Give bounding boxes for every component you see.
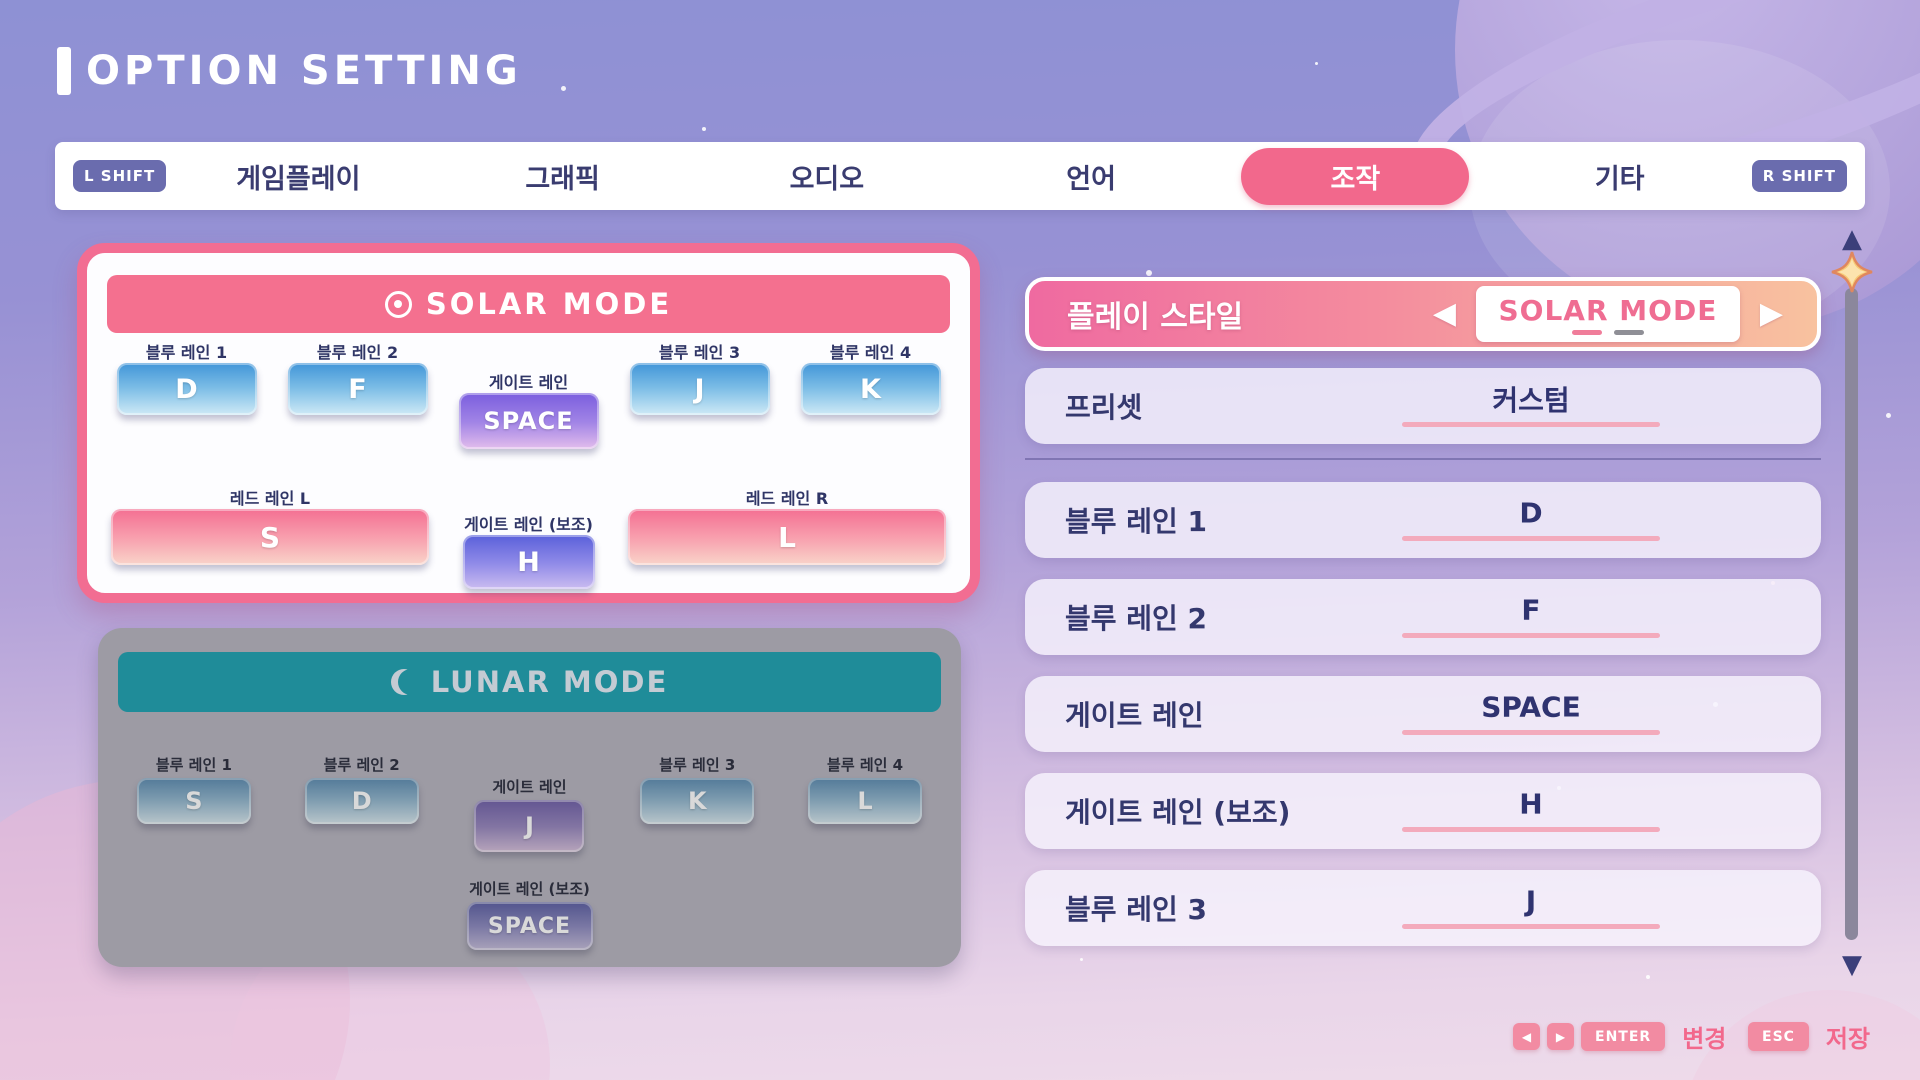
footer-change-hint: ◀ ▶ ENTER 변경 [1513, 1019, 1726, 1054]
scrollbar-track[interactable] [1845, 288, 1858, 940]
binding-gate-lane-aux: 게이트 레인 (보조) H [434, 511, 624, 589]
tab-gameplay[interactable]: 게임플레이 [236, 163, 361, 195]
binding-blue-lane-3: 블루 레인 3 K [613, 754, 781, 852]
star-sparkle-icon[interactable] [1830, 250, 1874, 294]
value-underline [1402, 536, 1660, 541]
keycap-j: J [629, 363, 770, 415]
tab-misc[interactable]: 기타 [1594, 163, 1645, 195]
page-title: OPTION SETTING [86, 48, 522, 94]
save-label: 저장 [1825, 1025, 1871, 1053]
section-divider [1025, 458, 1821, 460]
keycap-f: F [287, 363, 428, 415]
tab-controls[interactable]: 조작 [1223, 147, 1487, 205]
play-style-label: 플레이 스타일 [1067, 300, 1244, 335]
binding-blue-lane-4: 블루 레인 4 L [781, 754, 949, 852]
star-dot [1886, 413, 1891, 418]
keycap-s: S [111, 509, 429, 565]
keycap-k: K [640, 778, 755, 824]
value-underline [1402, 422, 1660, 427]
lunar-keys: 블루 레인 1 S 블루 레인 2 D 게이트 레인 J 블루 레인 3 K 블… [98, 628, 961, 967]
star-dot [702, 127, 706, 131]
solar-keys-row-2: 레드 레인 L S 게이트 레인 (보조) H 레드 레인 R L [101, 485, 956, 595]
keycap-j: J [474, 800, 585, 852]
page-indicator-active [1571, 330, 1602, 335]
binding-red-lane-r: 레드 레인 R L [628, 485, 946, 565]
enter-key-badge[interactable]: ENTER [1581, 1022, 1666, 1051]
tab-language[interactable]: 언어 [1066, 163, 1116, 195]
setting-row-gate-lane-aux[interactable]: 게이트 레인 (보조) H [1025, 773, 1821, 849]
planet-ring [1385, 0, 1920, 261]
keycap-d: D [304, 778, 419, 824]
tab-graphics[interactable]: 그래픽 [525, 163, 600, 195]
setting-row-preset[interactable]: 프리셋 커스텀 [1025, 368, 1821, 444]
setting-row-blue-lane-3[interactable]: 블루 레인 3 J [1025, 870, 1821, 946]
star-dot [561, 86, 566, 91]
keycap-l: L [628, 509, 946, 565]
play-style-prev-arrow[interactable]: ◀ [1432, 296, 1456, 331]
esc-key-badge[interactable]: ESC [1748, 1022, 1809, 1051]
scroll-down-arrow[interactable]: ▼ [1842, 950, 1862, 980]
star-dot [1315, 62, 1318, 65]
tab-audio[interactable]: 오디오 [789, 163, 865, 195]
play-style-value: SOLAR MODE [1498, 293, 1718, 327]
lunar-keys-row-2: 게이트 레인 (보조) SPACE [98, 878, 961, 950]
binding-blue-lane-2: 블루 레인 2 F [272, 339, 443, 449]
tab-bar: L SHIFT 게임플레이 그래픽 오디오 언어 조작 기타 R SHIFT [55, 142, 1865, 210]
binding-blue-lane-2: 블루 레인 2 D [278, 754, 446, 852]
lunar-mode-title: LUNAR MODE [430, 665, 669, 699]
footer-save-hint: ESC 저장 [1748, 1019, 1870, 1054]
play-style-row[interactable]: 플레이 스타일 ◀ SOLAR MODE ▶ [1025, 277, 1821, 351]
page-indicator-inactive [1613, 330, 1644, 335]
lunar-keys-row-1: 블루 레인 1 S 블루 레인 2 D 게이트 레인 J 블루 레인 3 K 블… [110, 754, 949, 852]
binding-blue-lane-1: 블루 레인 1 D [101, 339, 272, 449]
setting-row-blue-lane-2[interactable]: 블루 레인 2 F [1025, 579, 1821, 655]
play-style-next-arrow[interactable]: ▶ [1759, 296, 1783, 331]
left-arrow-key-badge[interactable]: ◀ [1513, 1023, 1540, 1050]
change-label: 변경 [1682, 1025, 1727, 1053]
value-underline [1402, 827, 1660, 832]
binding-blue-lane-3: 블루 레인 3 J [614, 339, 785, 449]
keycap-space: SPACE [458, 393, 599, 449]
r-shift-key-badge[interactable]: R SHIFT [1751, 160, 1847, 192]
lunar-mode-panel: LUNAR MODE 블루 레인 1 S 블루 레인 2 D 게이트 레인 J … [98, 628, 961, 967]
binding-gate-lane: 게이트 레인 J [446, 776, 614, 852]
star-dot [1146, 270, 1152, 276]
solar-mode-title: SOLAR MODE [425, 287, 673, 321]
binding-gate-lane-aux: 게이트 레인 (보조) SPACE [98, 878, 961, 950]
keycap-h: H [462, 535, 595, 589]
scroll-up-arrow[interactable]: ▲ [1842, 224, 1862, 254]
keycap-l: L [808, 778, 923, 824]
keycap-space: SPACE [466, 902, 593, 950]
setting-row-blue-lane-1[interactable]: 블루 레인 1 D [1025, 482, 1821, 558]
keycap-s: S [136, 778, 251, 824]
setting-row-gate-lane[interactable]: 게이트 레인 SPACE [1025, 676, 1821, 752]
star-dot [1080, 958, 1083, 961]
value-underline [1402, 730, 1660, 735]
l-shift-key-badge[interactable]: L SHIFT [73, 160, 167, 192]
play-style-page-dots [1476, 330, 1740, 335]
star-dot [1646, 975, 1650, 979]
binding-blue-lane-1: 블루 레인 1 S [110, 754, 278, 852]
value-underline [1402, 924, 1660, 929]
binding-gate-lane: 게이트 레인 SPACE [443, 369, 614, 449]
binding-red-lane-l: 레드 레인 L S [111, 485, 429, 565]
solar-keys-row-1: 블루 레인 1 D 블루 레인 2 F 게이트 레인 SPACE 블루 레인 3… [101, 339, 956, 449]
solar-mode-header: SOLAR MODE [107, 275, 950, 333]
title-accent-bar [57, 47, 71, 95]
keycap-k: K [800, 363, 941, 415]
solar-mode-panel: SOLAR MODE 블루 레인 1 D 블루 레인 2 F 게이트 레인 SP… [77, 243, 980, 603]
sun-icon [384, 290, 412, 318]
play-style-value-box: SOLAR MODE [1475, 286, 1740, 342]
keycap-d: D [116, 363, 257, 415]
lunar-mode-header: LUNAR MODE [118, 652, 941, 712]
right-arrow-key-badge[interactable]: ▶ [1547, 1023, 1574, 1050]
value-underline [1402, 633, 1660, 638]
binding-blue-lane-4: 블루 레인 4 K [785, 339, 956, 449]
play-style-controls: ◀ SOLAR MODE ▶ [1433, 286, 1783, 342]
